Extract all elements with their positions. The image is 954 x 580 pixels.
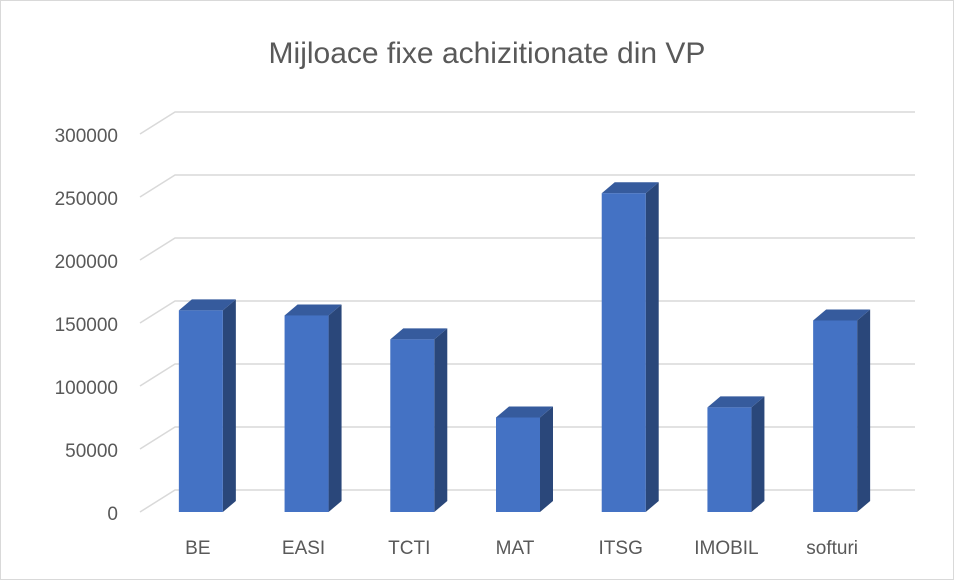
y-tick-label: 100000 <box>55 378 118 399</box>
bar-side <box>222 299 236 512</box>
bar-side <box>645 182 659 512</box>
bar-top <box>178 299 236 311</box>
x-tick-label: BE <box>185 538 210 559</box>
x-tick-label: TCTI <box>388 538 430 559</box>
bar-side <box>751 396 765 512</box>
bar-top <box>707 396 765 408</box>
bar <box>601 193 646 512</box>
bar <box>390 339 435 512</box>
grid-line <box>139 489 915 513</box>
x-tick-label: MAT <box>496 538 535 559</box>
y-tick-label: 300000 <box>55 126 118 147</box>
grid-line <box>139 111 915 135</box>
grid-line <box>139 300 915 324</box>
y-tick-label: 150000 <box>55 315 118 336</box>
bar-side <box>434 328 448 512</box>
x-tick-label: EASI <box>282 538 325 559</box>
bar <box>813 320 858 512</box>
x-tick-label: softuri <box>806 538 858 559</box>
grid-line <box>139 363 915 387</box>
x-tick-label: IMOBIL <box>694 538 758 559</box>
y-tick-label: 50000 <box>65 441 118 462</box>
y-tick-label: 0 <box>107 504 118 525</box>
bar <box>707 407 752 512</box>
grid-line <box>139 426 915 450</box>
bar-side <box>328 304 342 512</box>
bar-top <box>496 406 553 418</box>
chart-title: Mijloace fixe achizitionate din VP <box>269 37 706 70</box>
bar <box>496 417 540 512</box>
grid-line <box>139 174 915 198</box>
y-tick-label: 200000 <box>55 252 118 273</box>
bar-top <box>601 182 659 194</box>
bar-top <box>284 304 342 316</box>
x-tick-label: ITSG <box>599 538 643 559</box>
bar-top <box>813 309 871 321</box>
grid-line <box>139 237 915 261</box>
y-tick-label: 250000 <box>55 189 118 210</box>
bar <box>178 310 223 512</box>
bar <box>284 315 329 512</box>
bar-side <box>857 309 871 512</box>
bar-top <box>390 328 448 340</box>
bar-side <box>540 406 553 512</box>
